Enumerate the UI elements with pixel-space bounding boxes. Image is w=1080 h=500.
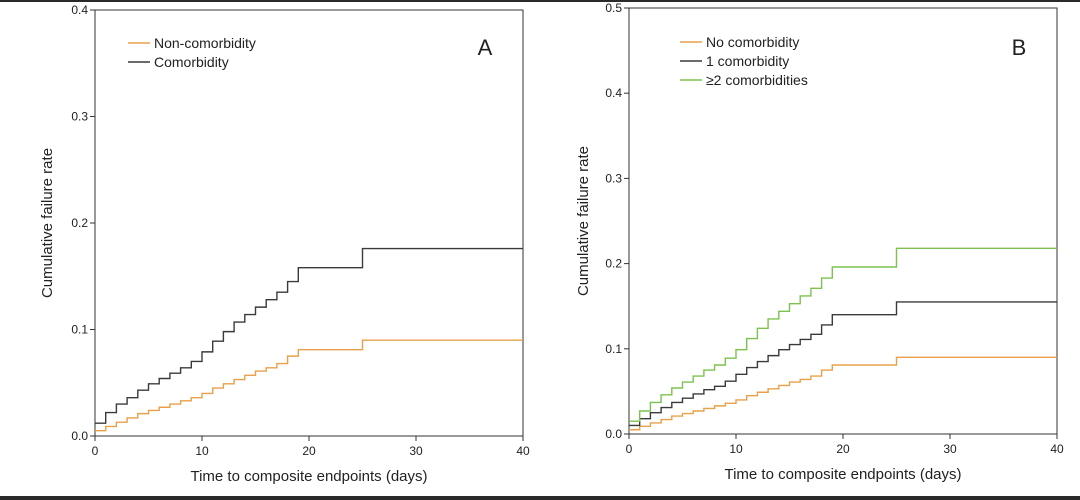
panel-a-series-line-1 [95, 339, 523, 432]
panel-b-y-tick-label: 0.1 [605, 342, 622, 356]
panel-a-x-tick-label: 10 [195, 444, 209, 458]
panel-b-series-line-3 [629, 247, 1057, 422]
panel-a-x-tick-label: 0 [92, 444, 99, 458]
panel-b-y-tick-label: 0.0 [605, 427, 622, 441]
panel-a: 0 10 20 30 40 0.0 0.1 0.2 0.3 0.4 Time to composit… [39, 3, 530, 485]
panel-a-legend-label-2: Comorbidity [154, 54, 229, 70]
panel-a-x-axis-label: Time to composite endpoints (days) [190, 468, 427, 485]
panel-b-x-tick-label: 20 [836, 442, 850, 456]
panel-b-y-axis-label: Cumulative failure rate [575, 146, 592, 296]
panel-b-plot-frame [628, 7, 1058, 435]
panel-a-panel-label: A [478, 35, 493, 60]
panel-a-x-tick-label: 40 [516, 444, 530, 458]
panel-a-x-tick-label: 20 [302, 444, 316, 458]
panel-b-x-tick-label: 40 [1050, 442, 1064, 456]
bottom-border [0, 496, 1080, 500]
panel-b-series-line-2 [629, 301, 1057, 427]
panel-a-y-tick-label: 0.2 [71, 216, 88, 230]
panel-a-y-axis-label: Cumulative failure rate [39, 148, 56, 298]
panel-b-panel-label: B [1012, 35, 1027, 60]
panel-a-x-tick-label: 30 [409, 444, 423, 458]
panel-b-x-tick-label: 30 [943, 442, 957, 456]
top-border [0, 0, 1080, 2]
panel-b-y-tick-label: 0.3 [605, 171, 622, 185]
panel-b-y-tick-label: 0.5 [605, 1, 622, 15]
panel-b-x-tick-label: 0 [626, 442, 633, 456]
panel-b-x-tick-label: 10 [729, 442, 743, 456]
panel-b-x-axis-label: Time to composite endpoints (days) [724, 466, 961, 483]
panel-b-y-tick-label: 0.2 [605, 257, 622, 271]
panel-a-plot-frame [94, 9, 524, 437]
panel-b-legend-label-3: ≥2 comorbidities [706, 72, 808, 88]
panel-a-y-tick-label: 0.1 [71, 323, 88, 337]
panel-a-y-tick-label: 0.4 [71, 3, 88, 17]
panel-a-legend-label-1: Non-comorbidity [154, 35, 256, 51]
panel-a-y-tick-label: 0.0 [71, 429, 88, 443]
panel-b-y-tick-label: 0.4 [605, 86, 622, 100]
panel-b-series-line-1 [629, 356, 1057, 431]
panel-a-series-line-2 [95, 247, 523, 424]
panel-b-legend-label-2: 1 comorbidity [706, 53, 789, 69]
panel-a-y-tick-label: 0.3 [71, 110, 88, 124]
panel-b: 0 10 20 30 40 0.0 0.1 0.2 0.3 0.4 0.5 Time to compo… [575, 1, 1064, 483]
panel-b-legend-label-1: No comorbidity [706, 34, 799, 50]
